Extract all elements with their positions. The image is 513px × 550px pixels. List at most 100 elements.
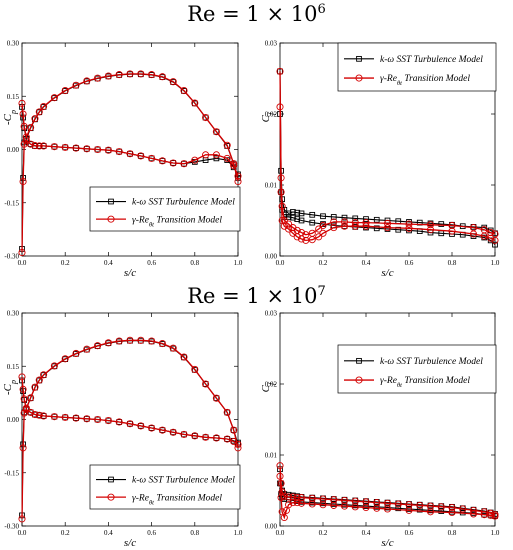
data-point-transition <box>315 233 323 241</box>
data-point-transition <box>50 143 58 151</box>
x-tick-label: 0.2 <box>61 529 70 537</box>
data-point-transition <box>234 444 242 452</box>
data-point-transition <box>426 221 435 229</box>
data-point-transition <box>35 108 43 116</box>
data-point-transition <box>212 434 220 442</box>
data-point-transition <box>315 225 323 233</box>
data-point-turbulence <box>202 114 209 121</box>
data-point-transition <box>340 222 349 230</box>
data-point-transition <box>212 128 220 136</box>
legend-box <box>337 42 497 92</box>
x-axis-label: s/c <box>381 267 393 279</box>
data-point-transition <box>18 515 26 523</box>
series-transition-3 <box>276 103 499 244</box>
x-axis-label: s/c <box>381 537 393 549</box>
data-point-transition <box>94 342 102 350</box>
data-point-transition <box>340 218 349 226</box>
data-point-transition <box>405 501 413 509</box>
series-transition-2 <box>18 336 242 452</box>
data-point-transition <box>137 336 145 344</box>
x-axis-label: s/c <box>124 267 136 279</box>
data-point-transition <box>426 502 435 510</box>
data-point-transition <box>373 504 381 512</box>
data-point-turbulence <box>224 409 231 416</box>
data-point-transition <box>202 114 210 122</box>
data-point-transition <box>50 362 58 370</box>
data-point-transition <box>137 152 145 160</box>
legend-label-turbulence: k-ω SST Turbulence Model <box>380 55 483 65</box>
data-point-transition <box>180 87 188 95</box>
data-point-transition <box>18 373 26 381</box>
series-transition-2 <box>276 462 499 519</box>
data-point-transition <box>35 411 43 419</box>
y-tick-label: -0.15 <box>4 199 19 207</box>
data-point-transition <box>191 99 199 107</box>
x-tick-label: 0.8 <box>190 259 199 267</box>
legend: k-ω SST Turbulence Model γ-Reθt Transitio… <box>89 464 241 510</box>
data-point-transition <box>148 71 156 79</box>
x-axis-label: s/c <box>124 537 136 549</box>
data-point-transition <box>94 415 102 424</box>
x-tick-label: 1.0 <box>234 259 243 267</box>
legend-label-transition: γ-Reθt Transition Model <box>380 74 470 87</box>
x-tick-label: 0.4 <box>104 259 113 267</box>
data-point-transition <box>40 371 48 379</box>
data-point-turbulence <box>285 210 292 217</box>
legend-label-turbulence: k-ω SST Turbulence Model <box>132 198 235 208</box>
data-point-transition <box>31 115 39 123</box>
data-point-transition <box>469 510 478 518</box>
data-point-transition <box>148 337 156 345</box>
data-point-transition <box>27 123 35 132</box>
y-axis-label: Cf <box>260 111 276 122</box>
data-point-transition <box>330 218 338 226</box>
y-tick-label: 0.30 <box>7 310 20 318</box>
data-point-turbulence <box>202 381 209 387</box>
data-point-transition <box>158 339 166 348</box>
data-point-transition <box>459 505 467 513</box>
data-point-transition <box>50 94 58 102</box>
legend-box <box>89 186 241 232</box>
y-tick-label: 0.01 <box>265 182 278 190</box>
data-point-transition <box>212 394 220 402</box>
data-point-transition <box>169 78 177 86</box>
legend-box <box>89 464 241 510</box>
data-point-transition <box>362 503 370 512</box>
data-point-transition <box>437 503 445 511</box>
x-tick-label: 0.6 <box>147 259 156 267</box>
data-point-transition <box>362 498 370 506</box>
data-point-transition <box>293 499 301 507</box>
y-tick-label: 0.00 <box>7 146 20 154</box>
data-point-transition <box>362 222 370 230</box>
data-point-transition <box>83 345 91 353</box>
data-point-transition <box>61 87 69 95</box>
y-tick-label: 0.01 <box>265 452 278 460</box>
data-point-transition <box>115 148 123 156</box>
x-tick-label: 0.6 <box>405 259 414 267</box>
data-point-transition <box>61 143 69 151</box>
series-turbulence-0 <box>277 68 498 237</box>
x-tick-label: 0.0 <box>18 529 27 537</box>
data-point-transition <box>330 224 338 232</box>
data-point-transition <box>285 225 293 233</box>
data-point-transition <box>487 229 495 237</box>
data-point-transition <box>35 142 43 150</box>
data-point-transition <box>448 508 456 517</box>
data-point-transition <box>19 444 27 452</box>
y-tick-label: 0.00 <box>265 523 278 531</box>
data-point-transition <box>223 408 231 416</box>
data-point-transition <box>351 222 359 230</box>
data-point-transition <box>19 385 27 393</box>
legend: k-ω SST Turbulence Model γ-Reθt Transitio… <box>337 42 497 92</box>
data-point-transition <box>330 496 338 504</box>
x-tick-label: 1.0 <box>491 259 500 267</box>
x-tick-label: 0.4 <box>362 529 371 537</box>
data-point-transition <box>137 422 145 430</box>
data-point-transition <box>18 248 26 256</box>
data-point-transition <box>223 154 231 162</box>
series-line-turbulence <box>279 71 496 234</box>
data-point-transition <box>297 235 306 243</box>
legend-marker-turbulence <box>108 198 114 205</box>
data-point-transition <box>383 505 392 513</box>
data-point-transition <box>202 151 210 159</box>
y-axis-label: Cf <box>260 381 276 392</box>
